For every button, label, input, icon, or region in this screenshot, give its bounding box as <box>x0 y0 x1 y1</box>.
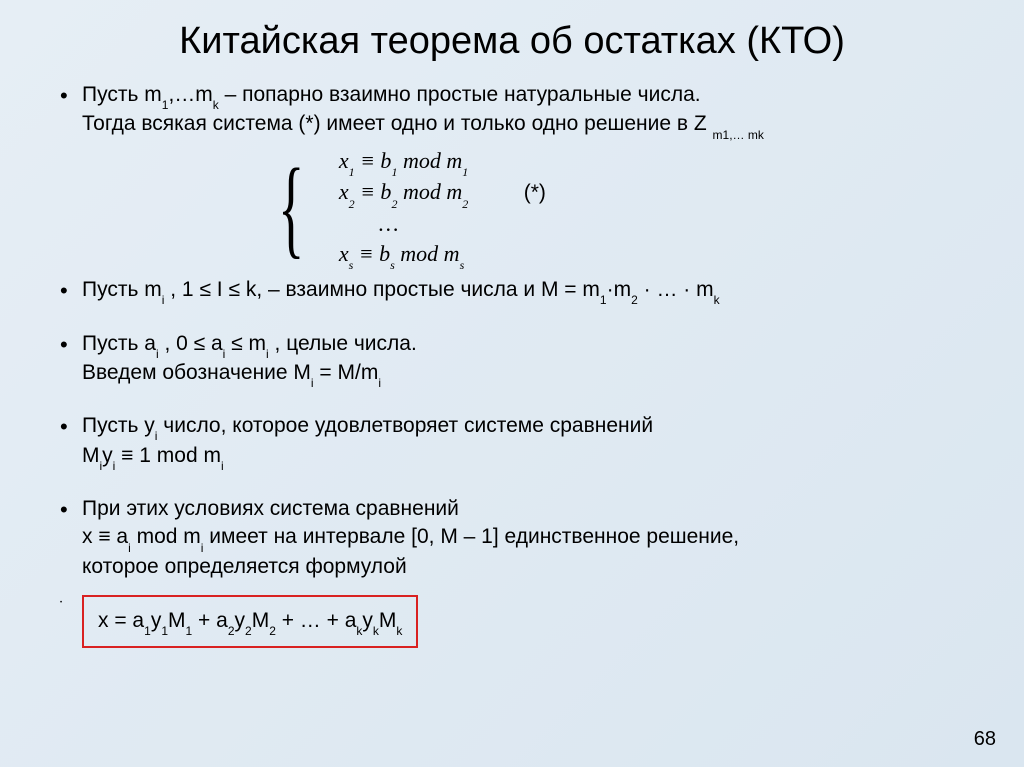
s: 2 <box>228 624 235 638</box>
t: ≤ m <box>225 332 266 355</box>
s: s <box>460 258 465 272</box>
t: ≡ b <box>353 241 390 266</box>
t: имеет на интервале [0, M – 1] единственн… <box>203 525 739 548</box>
t: + a <box>192 609 228 632</box>
s: k <box>714 293 720 307</box>
s: s <box>390 258 395 272</box>
t: mod m <box>131 525 201 548</box>
eq-line-s: xs ≡ bs mod ms <box>339 239 546 271</box>
t: M <box>168 609 186 632</box>
s: 1 <box>161 624 168 638</box>
equation-system: { x1 ≡ b1 mod m1 x2 ≡ b2 mod m2 (*) … xs… <box>278 146 976 270</box>
t: При этих условиях система сравнений <box>82 497 459 520</box>
t: x ≡ a <box>82 525 128 548</box>
s: i <box>100 459 103 473</box>
s: 2 <box>631 293 638 307</box>
s: 2 <box>269 624 276 638</box>
t: mod m <box>397 179 462 204</box>
t: y <box>235 609 246 632</box>
t: ·m <box>607 278 632 301</box>
result-formula-box: x = a1y1M1 + a2y2M2 + … + akykMk <box>82 595 418 648</box>
bullet-3: Пусть ai , 0 ≤ ai ≤ mi , целые числа. Вв… <box>82 330 976 407</box>
text: Тогда всякая система (*) имеет одно и то… <box>82 112 713 135</box>
page-number: 68 <box>974 728 996 751</box>
s: k <box>373 624 379 638</box>
t: которое определяется формулой <box>82 555 407 578</box>
left-brace-icon: { <box>278 161 304 255</box>
slide-title: Китайская теорема об остатках (КТО) <box>48 20 976 63</box>
t: Пусть m <box>82 278 162 301</box>
t: = M/m <box>314 361 379 384</box>
eq-line-2: x2 ≡ b2 mod m2 (*) <box>339 177 546 209</box>
t: M <box>252 609 270 632</box>
s: k <box>356 624 362 638</box>
t: , 0 ≤ a <box>159 332 223 355</box>
s: k <box>396 624 402 638</box>
t: M <box>379 609 397 632</box>
s: i <box>311 376 314 390</box>
t: mod m <box>397 148 462 173</box>
s: 1 <box>462 165 468 179</box>
t: , 1 ≤ I ≤ k, – взаимно простые числа и M… <box>164 278 599 301</box>
t: M <box>82 444 100 467</box>
s: 1 <box>600 293 607 307</box>
s: i <box>223 347 226 361</box>
t: число, которое удовлетворяет системе сра… <box>157 414 653 437</box>
t: · … · m <box>638 278 714 301</box>
s: i <box>156 347 159 361</box>
s: 1 <box>349 165 355 179</box>
t: ≡ b <box>355 148 392 173</box>
bullet-2: Пусть mi , 1 ≤ I ≤ k, – взаимно простые … <box>82 276 976 323</box>
eq-line-1: x1 ≡ b1 mod m1 <box>339 146 546 178</box>
s: 2 <box>349 197 355 211</box>
t: , целые числа. <box>269 332 417 355</box>
t: + … + a <box>276 609 357 632</box>
s: 2 <box>245 624 252 638</box>
star-marker: (*) <box>524 181 546 204</box>
s: i <box>128 541 131 555</box>
s: i <box>266 347 269 361</box>
t: Пусть a <box>82 332 156 355</box>
text: ,…m <box>168 83 212 106</box>
text: Пусть m <box>82 83 162 106</box>
s: 2 <box>391 197 397 211</box>
s: 1 <box>391 165 397 179</box>
bullet-1: Пусть m1,…mk – попарно взаимно простые н… <box>82 81 976 140</box>
s: 1 <box>144 624 151 638</box>
t: x <box>339 179 349 204</box>
t: y <box>102 444 113 467</box>
t: ≡ 1 mod m <box>115 444 221 467</box>
t: ≡ b <box>355 179 392 204</box>
t: y <box>362 609 373 632</box>
s: i <box>221 459 224 473</box>
eq-dots: … <box>339 209 546 239</box>
s: 2 <box>462 197 468 211</box>
bullet-5: При этих условиях система сравнений x ≡ … <box>82 495 976 581</box>
t: mod m <box>395 241 460 266</box>
t: x <box>339 241 349 266</box>
t: x = a <box>98 609 144 632</box>
t: Пусть y <box>82 414 155 437</box>
t: y <box>151 609 162 632</box>
text: – попарно взаимно простые натуральные чи… <box>219 83 701 106</box>
sub: 1 <box>162 98 169 112</box>
s: i <box>378 376 381 390</box>
s: s <box>349 258 354 272</box>
s: 1 <box>186 624 193 638</box>
bullet-formula: x = a1y1M1 + a2y2M2 + … + akykMk <box>82 589 976 648</box>
t: x <box>339 148 349 173</box>
t: Введем обозначение M <box>82 361 311 384</box>
sub: m1,… mk <box>713 128 764 142</box>
s: i <box>113 459 116 473</box>
bullet-4: Пусть y i число, которое удовлетворяет си… <box>82 412 976 489</box>
sub: k <box>213 98 219 112</box>
